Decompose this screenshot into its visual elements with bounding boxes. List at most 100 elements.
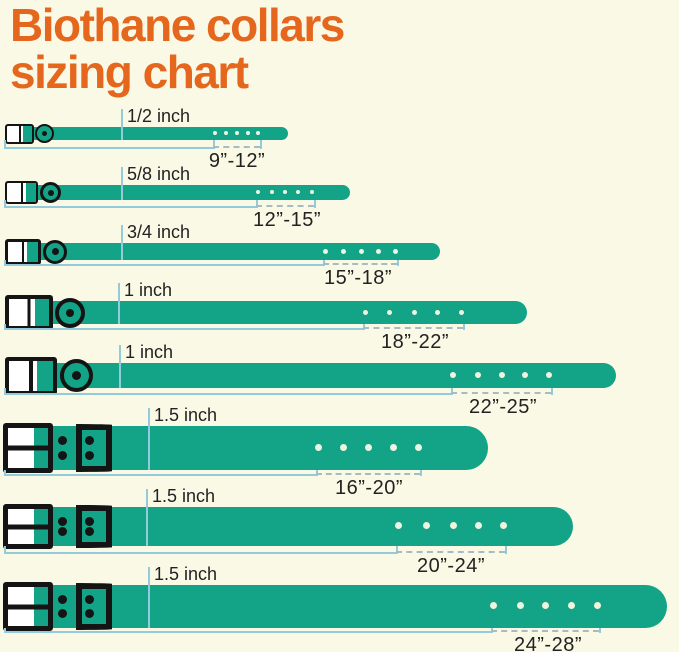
width-marker-line <box>148 567 150 628</box>
size-range-label: 24”-28” <box>514 634 582 652</box>
measure-bracket-start <box>4 140 6 149</box>
size-range-label: 20”-24” <box>417 555 485 577</box>
buckle-strap <box>23 126 32 142</box>
size-range-label: 16”-20” <box>335 477 403 499</box>
buckle-ring-icon <box>35 124 54 143</box>
buckle-pin-icon <box>27 298 31 327</box>
rivet-icon <box>58 527 67 536</box>
collar-strap <box>8 301 527 324</box>
buckle-strap <box>33 587 48 626</box>
width-label: 1/2 inch <box>127 106 191 126</box>
buckle-strap <box>33 428 48 468</box>
range-end-line <box>397 260 399 266</box>
range-start-line <box>363 324 365 330</box>
collar-hole <box>394 521 402 529</box>
buckle-frame-icon <box>5 295 53 330</box>
ring-pin-icon <box>42 131 47 136</box>
buckle-pin-icon <box>20 182 23 203</box>
width-marker-line <box>121 109 123 140</box>
d-ring-icon <box>76 505 112 548</box>
measure-bracket-start <box>4 324 6 330</box>
ring-pin-icon <box>66 308 74 317</box>
rivet-icon <box>85 527 94 536</box>
measure-bracket-line <box>4 393 451 395</box>
measure-bracket-line <box>4 264 323 266</box>
collar-hole <box>256 131 260 135</box>
width-label: 1.5 inch <box>152 486 216 506</box>
buckle-frame-icon <box>5 239 41 265</box>
buckle-strap <box>34 299 49 326</box>
buckle-ring-icon <box>43 239 67 264</box>
collar-hole <box>422 521 430 529</box>
buckle-pin-icon <box>8 524 48 529</box>
collar-hole <box>256 190 260 194</box>
range-end-line <box>599 628 601 633</box>
collar-hole <box>339 443 347 451</box>
title-line-1: Biothane collars <box>10 0 345 51</box>
collar-hole <box>314 443 322 451</box>
width-marker-line <box>121 225 123 260</box>
measure-bracket-start <box>4 200 6 208</box>
measure-bracket-start <box>4 470 6 476</box>
buckle-pin-icon <box>8 604 48 609</box>
buckle-frame-icon <box>5 357 57 395</box>
size-range-label: 9”-12” <box>208 150 266 172</box>
rivet-icon <box>58 595 67 604</box>
buckle-pin-icon <box>29 360 33 392</box>
collar-hole <box>474 521 482 529</box>
buckle-pin-icon <box>22 241 24 263</box>
range-start-line <box>396 546 398 554</box>
buckle-pin-icon <box>8 445 48 451</box>
title-line-2: sizing chart <box>10 46 249 98</box>
range-end-line <box>463 324 465 330</box>
ring-pin-icon <box>51 248 59 255</box>
collar-hole <box>516 601 524 609</box>
collar-hole <box>522 372 528 378</box>
width-marker-line <box>118 283 120 324</box>
collar-hole <box>358 248 364 254</box>
collar-hole <box>322 248 328 254</box>
buckle-frame-icon <box>3 582 53 631</box>
collar-hole <box>411 309 417 315</box>
buckle-frame-icon <box>5 181 38 204</box>
rivet-icon <box>58 436 67 445</box>
collar-hole <box>246 131 250 135</box>
collar-hole <box>389 443 397 451</box>
range-end-line <box>314 200 316 208</box>
collar-hole <box>593 601 601 609</box>
width-label: 5/8 inch <box>127 164 191 184</box>
collar-hole <box>375 248 381 254</box>
rivets-icon <box>58 595 94 618</box>
measure-bracket-start <box>4 388 6 395</box>
range-start-line <box>213 140 215 149</box>
collar-strap <box>8 426 488 470</box>
size-range-label: 12”-15” <box>253 209 321 231</box>
size-range-label: 22”-25” <box>469 396 537 418</box>
rivet-icon <box>58 609 67 618</box>
buckle-frame-icon <box>3 504 53 549</box>
collar-hole <box>224 131 228 135</box>
width-label: 1.5 inch <box>154 564 218 584</box>
size-range-label: 15”-18” <box>324 267 392 289</box>
collar-hole <box>567 601 575 609</box>
range-dashed-line <box>213 146 260 148</box>
range-dashed-line <box>323 263 397 265</box>
ring-pin-icon <box>47 189 54 196</box>
width-label: 3/4 inch <box>127 222 191 242</box>
measure-bracket-line <box>4 328 363 330</box>
collar-hole <box>296 190 300 194</box>
collar-hole <box>235 131 239 135</box>
range-start-line <box>491 628 493 633</box>
collar-hole <box>414 443 422 451</box>
rivet-icon <box>58 451 67 460</box>
collar-hole <box>546 372 552 378</box>
range-end-line <box>505 546 507 554</box>
measure-bracket-line <box>4 552 396 554</box>
collar-hole <box>340 248 346 254</box>
range-dashed-line <box>396 551 505 553</box>
range-dashed-line <box>491 630 599 632</box>
range-dashed-line <box>316 473 420 475</box>
width-marker-line <box>146 489 148 546</box>
range-start-line <box>451 388 453 395</box>
